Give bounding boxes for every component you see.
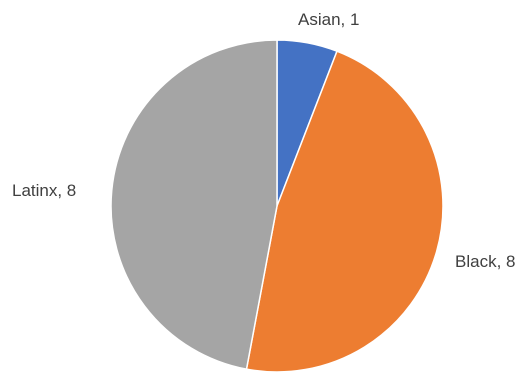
data-labels: Asian, 1 Black, 8 Latinx, 8 [12, 10, 515, 271]
data-label-asian: Asian, 1 [298, 10, 359, 29]
data-label-latinx: Latinx, 8 [12, 181, 76, 200]
pie-slice-latinx [110, 39, 278, 371]
data-label-black: Black, 8 [455, 252, 515, 271]
pie-slice-black [245, 50, 444, 373]
pie-slices [110, 39, 444, 373]
